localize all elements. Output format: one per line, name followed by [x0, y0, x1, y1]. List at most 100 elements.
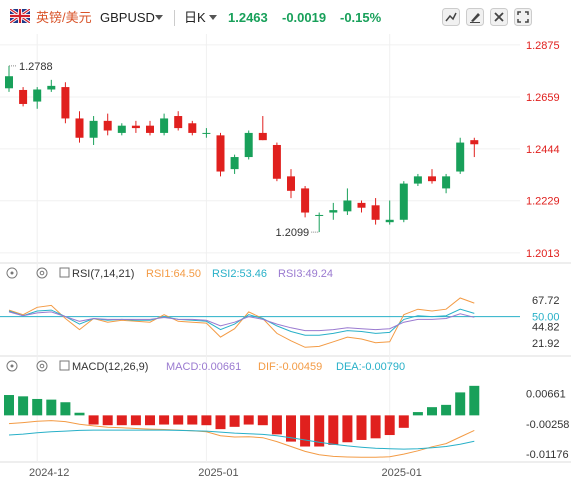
rsi-legend: RSI(7,14,21) RSI1:64.50 RSI2:53.46 RSI3:…: [6, 267, 333, 280]
dropdown-caret-icon[interactable]: [155, 13, 163, 21]
price-change-pct: -0.15%: [340, 10, 382, 25]
macd-bar: [412, 412, 423, 416]
candle-body: [287, 176, 295, 191]
candle-body: [174, 116, 183, 129]
macd-bar: [145, 415, 155, 426]
macd-bar: [187, 415, 198, 425]
candle-body: [188, 123, 197, 133]
rsi1-value: RSI1:64.50: [146, 268, 201, 280]
chart-header: 英镑/美元 GBPUSD 日K 1.2463 -0.0019 -0.15%: [0, 0, 571, 34]
collapse-icon[interactable]: [59, 267, 70, 278]
candle-body: [146, 125, 154, 133]
pair-name[interactable]: 英镑/美元: [36, 10, 92, 25]
period-selector[interactable]: 日K: [184, 10, 206, 25]
rsi3-value: RSI3:49.24: [278, 268, 333, 280]
price-axis: 1.2875 1.2659 1.2444 1.2229 1.2013: [526, 40, 560, 260]
candle-body: [371, 205, 380, 220]
macd-bar: [455, 392, 466, 416]
draw-tool-icon[interactable]: [466, 8, 484, 26]
rsi-tick-label: 50.00: [532, 312, 560, 324]
candle-body: [75, 118, 84, 138]
candle-body: [230, 157, 239, 170]
macd-bar: [300, 415, 311, 447]
price-tick-label: 1.2229: [526, 196, 560, 208]
rsi-tick-label: 44.82: [532, 321, 560, 333]
eye-icon[interactable]: [6, 360, 18, 372]
candle-body: [5, 76, 13, 89]
price-tick-label: 1.2875: [526, 40, 560, 52]
macd-bar: [356, 415, 367, 440]
macd-bar: [441, 404, 452, 416]
macd-bar: [102, 415, 113, 426]
rsi-label: RSI(7,14,21): [72, 268, 134, 280]
macd-bar: [32, 398, 43, 416]
gear-icon-center: [39, 270, 45, 276]
eye-icon[interactable]: [6, 267, 18, 279]
macd-bar: [427, 407, 437, 416]
macd-bar: [271, 415, 282, 435]
price-tick-label: 1.2659: [526, 92, 560, 104]
collapse-icon[interactable]: [59, 360, 70, 371]
candle-body: [470, 140, 479, 145]
macd-bar: [370, 415, 381, 439]
candle-body: [19, 89, 28, 104]
symbol[interactable]: GBPUSD: [100, 10, 155, 25]
settings-icon[interactable]: [490, 8, 508, 26]
gear-icon-center: [39, 363, 45, 369]
candle-body: [160, 118, 169, 133]
macd-bar: [243, 415, 254, 425]
eye-icon-pupil: [10, 271, 14, 275]
macd-bar: [229, 415, 240, 427]
macd-tick-label: -0.00258: [526, 419, 569, 431]
candle-body: [428, 176, 436, 182]
macd-bar: [398, 415, 409, 428]
dea-value: DEA:-0.00790: [336, 361, 405, 373]
macd-bar: [469, 385, 480, 416]
fullscreen-icon[interactable]: [514, 8, 532, 26]
candle-body: [315, 214, 324, 216]
macd-bar: [384, 415, 395, 436]
macd-bar: [286, 415, 296, 442]
candle-body: [117, 125, 126, 133]
candle-body: [272, 144, 281, 179]
time-tick-label: 2025-01: [198, 467, 238, 479]
candle-body: [456, 142, 465, 172]
candle-body: [343, 200, 352, 212]
rsi2-value: RSI2:53.46: [212, 268, 267, 280]
macd-bar: [4, 395, 14, 416]
gear-icon[interactable]: [36, 267, 48, 279]
candle-body: [103, 120, 112, 131]
macd-tick-label: 0.00661: [526, 389, 566, 401]
candle-body: [258, 132, 267, 141]
macd-legend: MACD(12,26,9) MACD:0.00661 DIF:-0.00459 …: [6, 360, 405, 373]
chart-type-icon[interactable]: [442, 8, 460, 26]
candle-body: [89, 120, 98, 138]
macd-bar: [88, 415, 99, 425]
dif-value: DIF:-0.00459: [258, 361, 322, 373]
dif-line: [8, 420, 475, 458]
macd-tick-label: -0.01176: [526, 449, 569, 461]
macd-value: MACD:0.00661: [166, 361, 241, 373]
rsi-series-line: [8, 297, 475, 348]
macd-bar: [173, 415, 184, 425]
candle-body: [301, 188, 310, 213]
gear-icon[interactable]: [36, 360, 48, 372]
header-divider: [174, 10, 175, 26]
macd-bar: [159, 415, 170, 425]
grid: [0, 34, 520, 462]
macd-bar: [328, 415, 339, 445]
candle-body: [33, 89, 42, 102]
eye-icon-pupil: [10, 364, 14, 368]
macd-bar: [74, 412, 85, 416]
macd-bar: [116, 415, 127, 426]
last-price: 1.2463: [228, 10, 268, 25]
time-tick-label: 2025-01: [382, 467, 422, 479]
macd-bar: [215, 415, 226, 430]
period-caret-icon[interactable]: [209, 13, 217, 21]
candle-body: [329, 210, 338, 213]
time-axis: 2024-12 2025-01 2025-01: [29, 467, 422, 479]
annotations: 1.2788 1.2099: [9, 61, 320, 239]
time-tick-label: 2024-12: [29, 467, 69, 479]
